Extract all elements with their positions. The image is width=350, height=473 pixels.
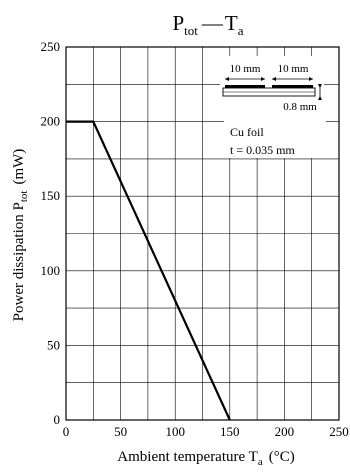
y-axis-label-prefix: Power dissipation P <box>11 202 27 321</box>
title-main: P <box>172 11 184 35</box>
foil-note: Cu foil t = 0.035 mm <box>224 120 326 158</box>
x-tick-label: 50 <box>114 424 127 439</box>
x-tick-label: 150 <box>220 424 240 439</box>
copper-pad-left <box>225 85 265 88</box>
dim-right-arrow-head-l <box>272 77 276 81</box>
x-axis-label-prefix: Ambient temperature T <box>117 449 258 465</box>
dim-left-arrow-head-l <box>225 77 229 81</box>
title-main-sub: tot <box>184 23 198 38</box>
y-axis-label: Power dissipation Ptot (mW) <box>11 149 30 322</box>
title-var: T <box>225 11 238 35</box>
foil-note-line1: Cu foil <box>230 125 264 139</box>
y-tick-label: 50 <box>47 337 60 352</box>
x-axis-label-sub: a <box>258 456 263 468</box>
y-tick-label: 150 <box>41 188 61 203</box>
thickness-label: 0.8 mm <box>283 101 317 113</box>
y-tick-label: 250 <box>41 39 61 54</box>
y-axis-label-suffix: (mW) <box>11 149 27 185</box>
thickness-arrow-head-bottom <box>318 96 322 100</box>
chart-title: Ptot —Ta <box>172 11 243 38</box>
plot-frame <box>65 46 340 421</box>
x-axis-label: Ambient temperature Ta (°C) <box>117 449 294 468</box>
series-line <box>66 120 231 421</box>
dim-left-arrow-head-r <box>261 77 265 81</box>
pcb-diagram: 10 mm 10 mm 0.8 mm <box>220 56 324 120</box>
y-tick-label: 0 <box>54 412 61 427</box>
y-tick-labels: 0 50 100 150 200 250 <box>41 39 61 427</box>
x-tick-label: 250 <box>329 424 349 439</box>
x-axis-label-suffix: (°C) <box>269 449 295 465</box>
foil-note-background <box>224 120 326 158</box>
title-dash: — <box>201 11 224 35</box>
y-axis-label-sub: tot <box>18 191 30 203</box>
y-tick-label: 100 <box>41 263 61 278</box>
x-tick-label: 0 <box>63 424 70 439</box>
foil-note-line2: t = 0.035 mm <box>230 143 295 157</box>
y-tick-label: 200 <box>41 114 61 129</box>
copper-pad-right <box>272 85 313 88</box>
x-tick-label: 200 <box>275 424 295 439</box>
x-tick-labels: 0 50 100 150 200 250 <box>63 424 349 439</box>
title-var-sub: a <box>238 23 244 38</box>
dim-right-label: 10 mm <box>278 63 309 75</box>
dim-left-label: 10 mm <box>230 63 261 75</box>
x-tick-label: 100 <box>165 424 185 439</box>
dim-right-arrow-head-r <box>309 77 313 81</box>
series-group <box>66 120 231 421</box>
thickness-arrow-head-top <box>318 84 322 88</box>
